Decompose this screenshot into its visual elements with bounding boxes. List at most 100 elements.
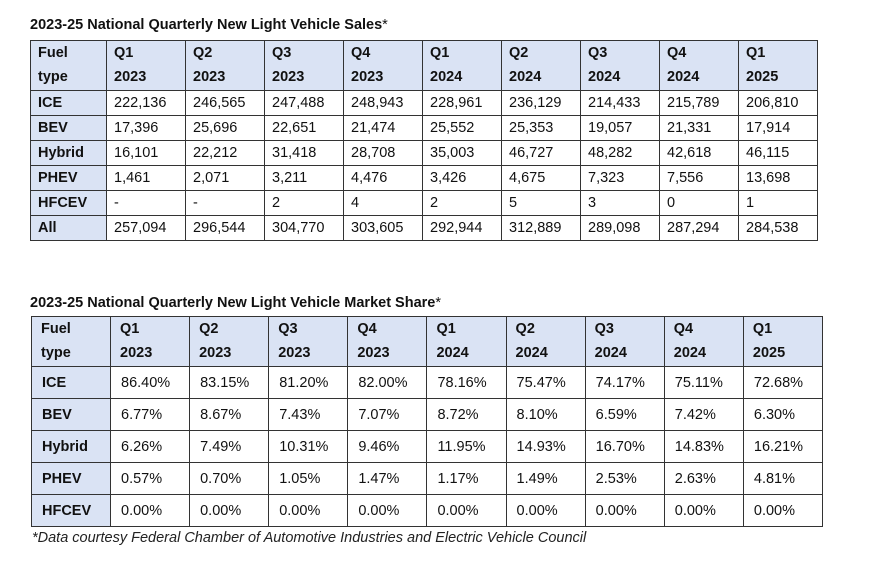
table-cell: 6.77% — [109, 398, 191, 431]
table-cell: 2 — [422, 190, 502, 216]
year-label: 2024 — [667, 69, 700, 85]
table-cell: 6.26% — [109, 430, 191, 463]
quarter-header: Q1 2024 — [426, 316, 507, 367]
quarter-header: Q1 2023 — [106, 40, 186, 91]
table-row: Hybrid 16,101 22,212 31,418 28,708 35,003 46,7… — [30, 140, 818, 166]
row-label: PHEV — [30, 165, 107, 191]
table-cell: 16,101 — [106, 140, 186, 166]
year-label: 2024 — [436, 345, 469, 361]
table-cell: 86.40% — [109, 366, 191, 399]
table-cell: 7,556 — [659, 165, 739, 191]
table-cell: 312,889 — [501, 215, 581, 241]
table-cell: 303,605 — [343, 215, 423, 241]
table-cell: 0.00% — [189, 494, 270, 527]
quarter-header: Q4 2024 — [663, 316, 744, 367]
table-cell: 236,129 — [501, 90, 581, 116]
footnote: *Data courtesy Federal Chamber of Automo… — [32, 530, 587, 546]
table-row: All 257,094 296,544 304,770 303,605 292,944 31… — [30, 215, 818, 241]
table-cell: 72.68% — [742, 366, 824, 399]
table-cell: 0.00% — [109, 494, 191, 527]
table-cell: 78.16% — [426, 366, 507, 399]
quarter-header: Q2 2023 — [189, 316, 270, 367]
table-cell: 7.42% — [663, 398, 744, 431]
table-row: BEV 6.77% 8.67% 7.43% 7.07% 8.72% 8.10% 6.59% 7.… — [31, 398, 824, 431]
year-label: 2024 — [588, 69, 621, 85]
table-cell: 21,474 — [343, 115, 423, 141]
table-row: ICE 86.40% 83.15% 81.20% 82.00% 78.16% 75.47% 7… — [31, 366, 824, 399]
quarter-label: Q1 — [114, 45, 134, 61]
row-label: PHEV — [31, 462, 111, 495]
fuel-type-header: Fuel type — [31, 316, 111, 367]
table-cell: 8.10% — [505, 398, 586, 431]
table-cell: 0.70% — [189, 462, 270, 495]
table-cell: 22,212 — [185, 140, 265, 166]
table-cell: 222,136 — [106, 90, 186, 116]
quarter-label: Q1 — [746, 45, 766, 61]
table-cell: 5 — [501, 190, 581, 216]
year-label: 2023 — [199, 345, 232, 361]
year-label: 2024 — [673, 345, 707, 361]
table-row: ICE 222,136 246,565 247,488 248,943 228,961 23… — [30, 90, 818, 116]
quarter-label: Q3 — [594, 321, 614, 337]
year-label: 2023 — [278, 345, 311, 361]
quarter-label: Q4 — [673, 321, 694, 337]
row-label: HFCEV — [30, 190, 107, 216]
table-cell: 2,071 — [185, 165, 265, 191]
table-cell: 48,282 — [580, 140, 660, 166]
table-cell: 10.31% — [268, 430, 349, 463]
table-cell: 1 — [738, 190, 818, 216]
row-label: BEV — [30, 115, 107, 141]
quarter-header: Q2 2024 — [501, 40, 581, 91]
quarter-header: Q4 2023 — [347, 316, 428, 367]
table-cell: 8.67% — [189, 398, 270, 431]
quarter-header: Q4 2023 — [343, 40, 423, 91]
quarter-label: Q3 — [278, 321, 298, 337]
table-cell: 22,651 — [264, 115, 344, 141]
year-label: 2023 — [120, 345, 153, 361]
sales-title-text: 2023-25 National Quarterly New Light Veh… — [30, 17, 383, 33]
quarter-header: Q3 2024 — [584, 316, 665, 367]
row-label: All — [30, 215, 107, 241]
table-cell: 17,914 — [738, 115, 818, 141]
sales-header-row: Fuel type Q1 2023 Q2 2023 Q3 2023 Q4 2023 Q1 2024 Q2… — [30, 40, 818, 91]
table-cell: 0.57% — [109, 462, 191, 495]
table-cell: 0.00% — [505, 494, 586, 527]
year-label: 2024 — [515, 345, 548, 361]
quarter-label: Q1 — [436, 321, 456, 337]
table-cell: 7,323 — [580, 165, 660, 191]
table-row: Hybrid 6.26% 7.49% 10.31% 9.46% 11.95% 14.93% 1… — [31, 430, 824, 463]
row-label: Hybrid — [30, 140, 107, 166]
quarter-header: Q3 2023 — [264, 40, 344, 91]
quarter-header: Q3 2023 — [268, 316, 349, 367]
table-cell: 247,488 — [264, 90, 344, 116]
table-cell: 3,211 — [264, 165, 344, 191]
table-cell: 13,698 — [738, 165, 818, 191]
quarter-header: Q1 2025 — [742, 316, 824, 367]
quarter-label: Q2 — [509, 45, 529, 61]
table-cell: 35,003 — [422, 140, 502, 166]
quarter-header: Q4 2024 — [659, 40, 739, 91]
table-cell: 0.00% — [663, 494, 744, 527]
table-cell: 1,461 — [106, 165, 186, 191]
quarter-label: Q2 — [515, 321, 535, 337]
table-cell: 2.53% — [584, 462, 665, 495]
table-cell: 215,789 — [659, 90, 739, 116]
table-cell: 246,565 — [185, 90, 265, 116]
sales-table-title: 2023-25 National Quarterly New Light Veh… — [30, 16, 388, 34]
table-cell: 206,810 — [738, 90, 818, 116]
quarter-header: Q2 2024 — [505, 316, 586, 367]
table-cell: 296,544 — [185, 215, 265, 241]
table-cell: 4.81% — [742, 462, 824, 495]
table-cell: 4,675 — [501, 165, 581, 191]
table-cell: - — [185, 190, 265, 216]
table-cell: 25,353 — [501, 115, 581, 141]
table-cell: 8.72% — [426, 398, 507, 431]
table-cell: 7.49% — [189, 430, 270, 463]
quarter-header: Q1 2024 — [422, 40, 502, 91]
year-label: 2023 — [351, 69, 384, 85]
year-label: 2025 — [752, 345, 786, 361]
table-cell: 42,618 — [659, 140, 739, 166]
share-title-asterisk: * — [435, 295, 442, 311]
sales-table: Fuel type Q1 2023 Q2 2023 Q3 2023 Q4 2023 Q1 2024 Q2… — [30, 40, 818, 241]
quarter-header: Q1 2025 — [738, 40, 818, 91]
